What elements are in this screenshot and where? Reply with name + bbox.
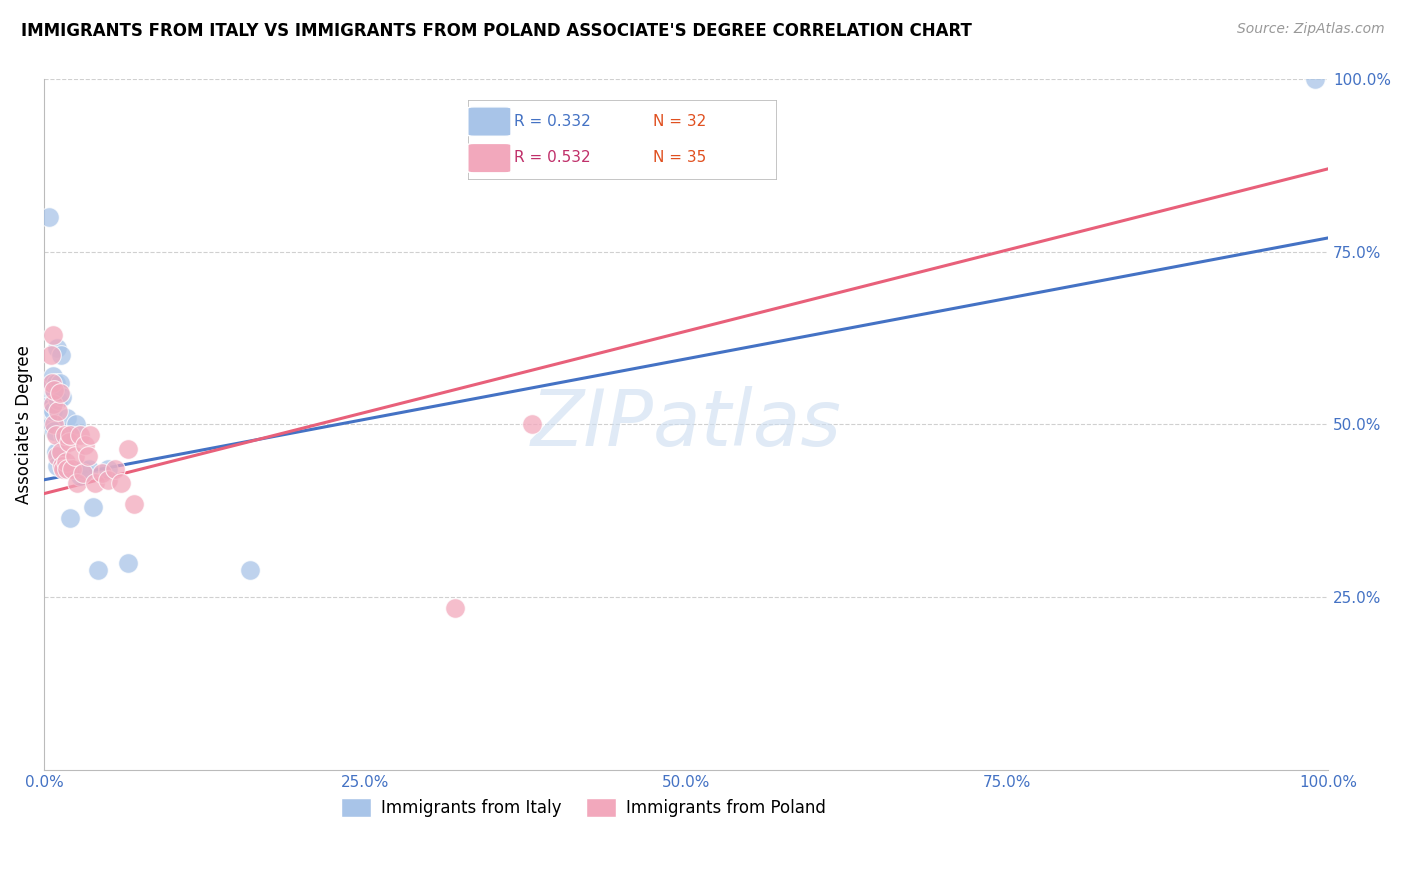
Point bbox=[520, 417, 543, 432]
Point bbox=[46, 342, 69, 356]
Point bbox=[79, 428, 101, 442]
Point bbox=[45, 428, 67, 442]
Point bbox=[42, 369, 65, 384]
Point bbox=[117, 556, 139, 570]
Point bbox=[63, 449, 86, 463]
Point bbox=[60, 462, 83, 476]
Point bbox=[42, 397, 65, 411]
Point bbox=[444, 600, 467, 615]
Point bbox=[58, 434, 80, 449]
Point bbox=[69, 469, 91, 483]
Point bbox=[53, 428, 76, 442]
Legend: Immigrants from Italy, Immigrants from Poland: Immigrants from Italy, Immigrants from P… bbox=[335, 791, 832, 824]
Point bbox=[38, 210, 60, 224]
Point bbox=[35, 390, 58, 404]
Point bbox=[52, 462, 75, 476]
Point bbox=[55, 455, 77, 469]
Point bbox=[41, 376, 63, 390]
Point bbox=[59, 428, 82, 442]
Point bbox=[97, 462, 120, 476]
Point bbox=[44, 386, 66, 401]
Point bbox=[75, 438, 97, 452]
Point bbox=[90, 466, 112, 480]
Point bbox=[66, 476, 89, 491]
Point bbox=[51, 390, 73, 404]
Point bbox=[49, 348, 72, 362]
Point bbox=[72, 466, 94, 480]
Point bbox=[56, 410, 79, 425]
Point bbox=[59, 510, 82, 524]
Point bbox=[52, 428, 75, 442]
Point bbox=[46, 403, 69, 417]
Point bbox=[76, 449, 98, 463]
Text: IMMIGRANTS FROM ITALY VS IMMIGRANTS FROM POLAND ASSOCIATE'S DEGREE CORRELATION C: IMMIGRANTS FROM ITALY VS IMMIGRANTS FROM… bbox=[21, 22, 972, 40]
Point bbox=[72, 462, 94, 476]
Point bbox=[82, 500, 104, 515]
Point bbox=[39, 348, 62, 362]
Point bbox=[51, 458, 73, 473]
Point bbox=[39, 397, 62, 411]
Point bbox=[97, 473, 120, 487]
Point bbox=[104, 462, 127, 476]
Point bbox=[48, 386, 70, 401]
Point bbox=[42, 403, 65, 417]
Text: ZIPatlas: ZIPatlas bbox=[530, 386, 842, 462]
Point bbox=[45, 445, 67, 459]
Point bbox=[41, 403, 63, 417]
Point bbox=[44, 417, 66, 432]
Point bbox=[44, 425, 66, 439]
Point bbox=[77, 462, 100, 476]
Point bbox=[56, 462, 79, 476]
Text: Source: ZipAtlas.com: Source: ZipAtlas.com bbox=[1237, 22, 1385, 37]
Point bbox=[45, 376, 67, 390]
Point bbox=[53, 462, 76, 476]
Point bbox=[46, 458, 69, 473]
Point bbox=[44, 383, 66, 397]
Point bbox=[238, 563, 260, 577]
Point bbox=[122, 497, 145, 511]
Point bbox=[87, 563, 110, 577]
Point bbox=[1303, 72, 1326, 87]
Point bbox=[39, 376, 62, 390]
Point bbox=[110, 476, 132, 491]
Point bbox=[48, 376, 70, 390]
Point bbox=[65, 417, 87, 432]
Point bbox=[42, 327, 65, 342]
Point bbox=[46, 393, 69, 408]
Y-axis label: Associate's Degree: Associate's Degree bbox=[15, 345, 32, 504]
Point bbox=[46, 449, 69, 463]
Point bbox=[41, 417, 63, 432]
Point bbox=[49, 445, 72, 459]
Point bbox=[69, 428, 91, 442]
Point bbox=[84, 476, 107, 491]
Point bbox=[117, 442, 139, 456]
